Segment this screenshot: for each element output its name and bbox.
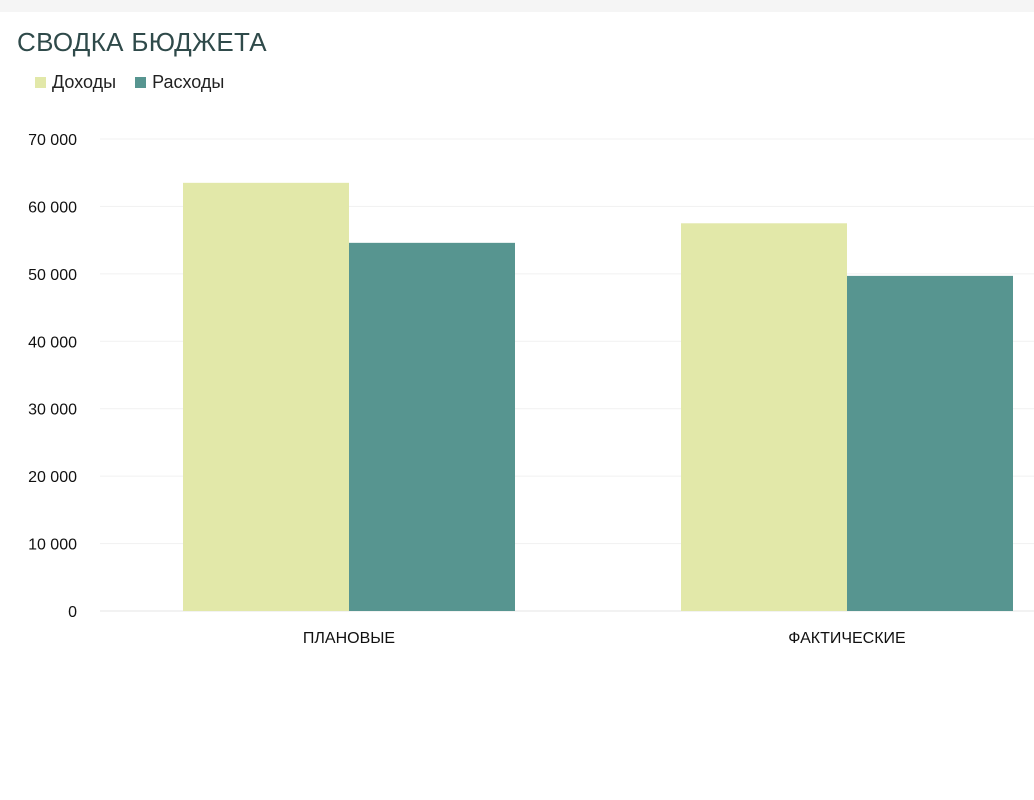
y-tick-label: 10 000 <box>28 537 77 554</box>
legend-swatch-income <box>35 77 46 88</box>
x-axis-categories: ПЛАНОВЫЕ ФАКТИЧЕСКИЕ <box>303 630 906 647</box>
y-tick-label: 50 000 <box>28 267 77 284</box>
y-tick-label: 60 000 <box>28 199 77 216</box>
bar-expenses-1 <box>349 242 515 611</box>
bar-expenses-2 <box>847 275 1013 611</box>
y-tick-label: 30 000 <box>28 402 77 419</box>
y-tick-label: 0 <box>68 604 77 621</box>
y-tick-label: 40 000 <box>28 334 77 351</box>
y-tick-label: 20 000 <box>28 469 77 486</box>
y-tick-label: 70 000 <box>28 132 77 149</box>
bar-income-1 <box>183 182 349 612</box>
x-category-label: ПЛАНОВЫЕ <box>303 630 395 647</box>
legend-label-expenses: Расходы <box>152 72 225 92</box>
legend-swatch-expenses <box>135 77 147 88</box>
top-bar <box>0 0 1034 12</box>
x-category-label: ФАКТИЧЕСКИЕ <box>788 630 905 647</box>
legend-item-income: Доходы <box>35 72 116 93</box>
y-axis-ticks: 0 10 000 20 000 30 000 40 000 50 000 60 000 70 … <box>28 132 77 621</box>
legend-item-expenses: Расходы <box>135 72 224 93</box>
legend-label-income: Доходы <box>52 72 117 92</box>
bars <box>183 182 1013 612</box>
bar-income-2 <box>681 223 847 612</box>
chart-title: СВОДКА БЮДЖЕТА <box>17 27 267 57</box>
legend: Доходы Расходы <box>35 72 243 93</box>
